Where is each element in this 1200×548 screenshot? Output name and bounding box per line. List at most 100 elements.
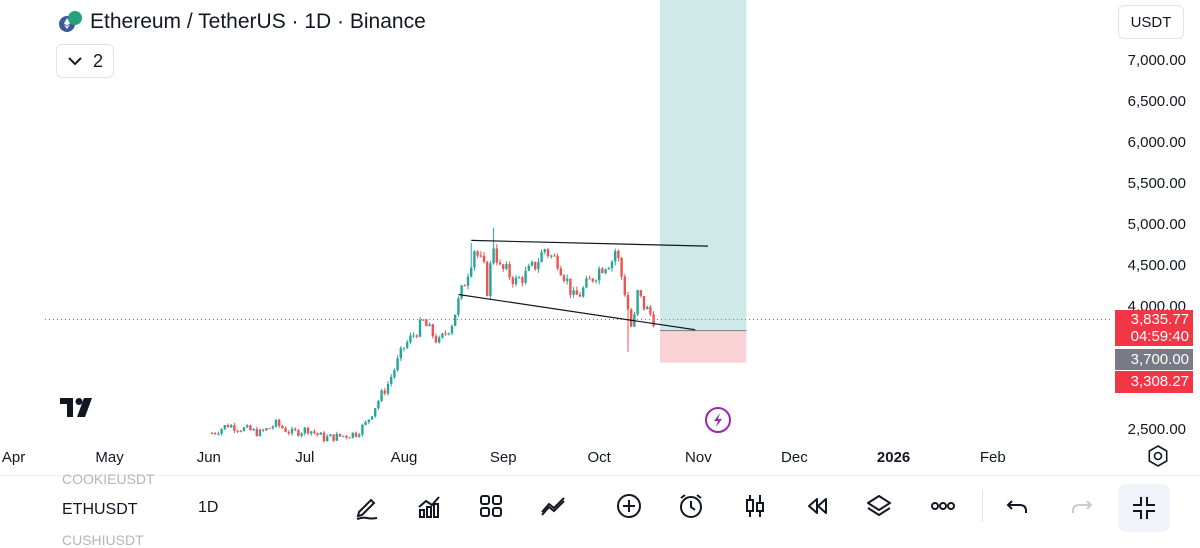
y-tick-label: 5,500.00 [1128, 175, 1186, 192]
last-price-tag: 3,835.77 04:59:40 [1115, 310, 1193, 346]
candle [527, 265, 530, 271]
candle [290, 428, 294, 434]
candle [620, 258, 623, 277]
candle [246, 425, 249, 428]
candle [271, 426, 274, 429]
indicators-collapse-button[interactable]: 2 [56, 44, 114, 78]
candle [553, 255, 556, 257]
candle [582, 287, 585, 297]
x-tick-label: Sep [490, 449, 517, 466]
fullscreen-button[interactable] [1118, 484, 1170, 532]
candle [226, 425, 230, 428]
indicators-icon [418, 496, 440, 518]
chart-title: Ethereum / TetherUS · 1D · Binance [58, 8, 426, 36]
candle [300, 433, 303, 436]
candle [550, 255, 553, 257]
candle [255, 428, 258, 437]
support-trendline [458, 293, 696, 331]
candle [569, 278, 572, 295]
candle [652, 314, 655, 326]
gear-center [1153, 451, 1163, 461]
candle [524, 270, 527, 283]
candle [438, 337, 441, 343]
replay-icon [808, 498, 827, 514]
candle [575, 290, 578, 295]
drawing-tool-button[interactable] [352, 491, 382, 521]
x-tick-label: Jul [295, 449, 314, 466]
target-zone [660, 0, 747, 331]
candle [425, 319, 428, 327]
candle [441, 333, 444, 338]
x-tick-label: Nov [685, 449, 712, 466]
last-price-value: 3,835.77 [1130, 311, 1189, 328]
y-tick-label: 6,500.00 [1128, 93, 1186, 110]
candle [489, 263, 492, 297]
candle [495, 248, 498, 263]
candle [540, 252, 543, 263]
layers-icon [867, 495, 891, 516]
y-tick-label: 7,000.00 [1128, 52, 1186, 69]
candle [454, 314, 457, 326]
timeframe-button[interactable]: 1D [198, 499, 219, 516]
layers-button[interactable] [864, 491, 894, 521]
candle [342, 435, 345, 437]
candle [249, 425, 252, 431]
candle [457, 298, 460, 315]
candle [332, 434, 335, 441]
indicators-button[interactable] [414, 491, 444, 521]
x-tick-label: Apr [2, 449, 25, 466]
candle [486, 261, 489, 297]
templates-button[interactable] [476, 491, 506, 521]
candle [534, 261, 537, 270]
candle [502, 264, 505, 269]
currency-button[interactable]: USDT [1118, 5, 1184, 39]
undo-button[interactable] [1003, 491, 1033, 521]
settings-gear-icon[interactable] [1148, 445, 1168, 467]
candle [242, 427, 246, 432]
chart-type-button[interactable] [740, 491, 770, 521]
alarm-button[interactable] [676, 491, 706, 521]
candle [230, 425, 233, 428]
candle [396, 358, 399, 371]
candle [556, 255, 559, 269]
candle [617, 250, 620, 259]
candle [268, 428, 271, 430]
replay-button[interactable] [802, 491, 832, 521]
candle [572, 290, 575, 295]
candle [521, 277, 524, 283]
candle [636, 290, 639, 315]
candle [265, 428, 268, 431]
compare-button[interactable] [538, 491, 568, 521]
candle [514, 277, 518, 285]
candle [287, 431, 290, 434]
candle [406, 342, 409, 348]
symbol-list-next[interactable]: CUSHIUSDT [62, 532, 144, 548]
candle [326, 436, 329, 442]
logo-part [60, 398, 73, 417]
candle [639, 290, 642, 296]
candle [626, 295, 630, 310]
x-tick-label: 2026 [877, 449, 910, 466]
y-tick-label: 2,500.00 [1128, 421, 1186, 438]
redo-button[interactable] [1066, 491, 1096, 521]
redo-icon [1072, 500, 1093, 513]
candle [345, 435, 348, 438]
candle [316, 433, 319, 435]
chart-area[interactable]: 7,000.00 6,500.00 6,000.00 5,500.00 5,000.00… [0, 0, 1200, 470]
symbol-list-prev[interactable]: COOKIEUSDT [62, 471, 155, 487]
entry-price-tag: 3,700.00 [1115, 349, 1193, 370]
fullscreen-icon [1133, 497, 1155, 519]
candle [278, 419, 281, 426]
candle [310, 431, 313, 434]
symbol-name[interactable]: ETHUSDT [62, 501, 138, 518]
price-chart[interactable]: 7,000.00 6,500.00 6,000.00 5,500.00 5,000.00… [0, 0, 1200, 470]
candles-group [210, 227, 655, 443]
candle [297, 430, 300, 436]
candle [559, 268, 562, 276]
more-button[interactable] [928, 491, 958, 521]
candle [364, 422, 367, 425]
lightning-icon[interactable] [705, 407, 731, 433]
candle [415, 335, 418, 337]
x-tick-label: Jun [197, 449, 221, 466]
add-button[interactable] [614, 491, 644, 521]
